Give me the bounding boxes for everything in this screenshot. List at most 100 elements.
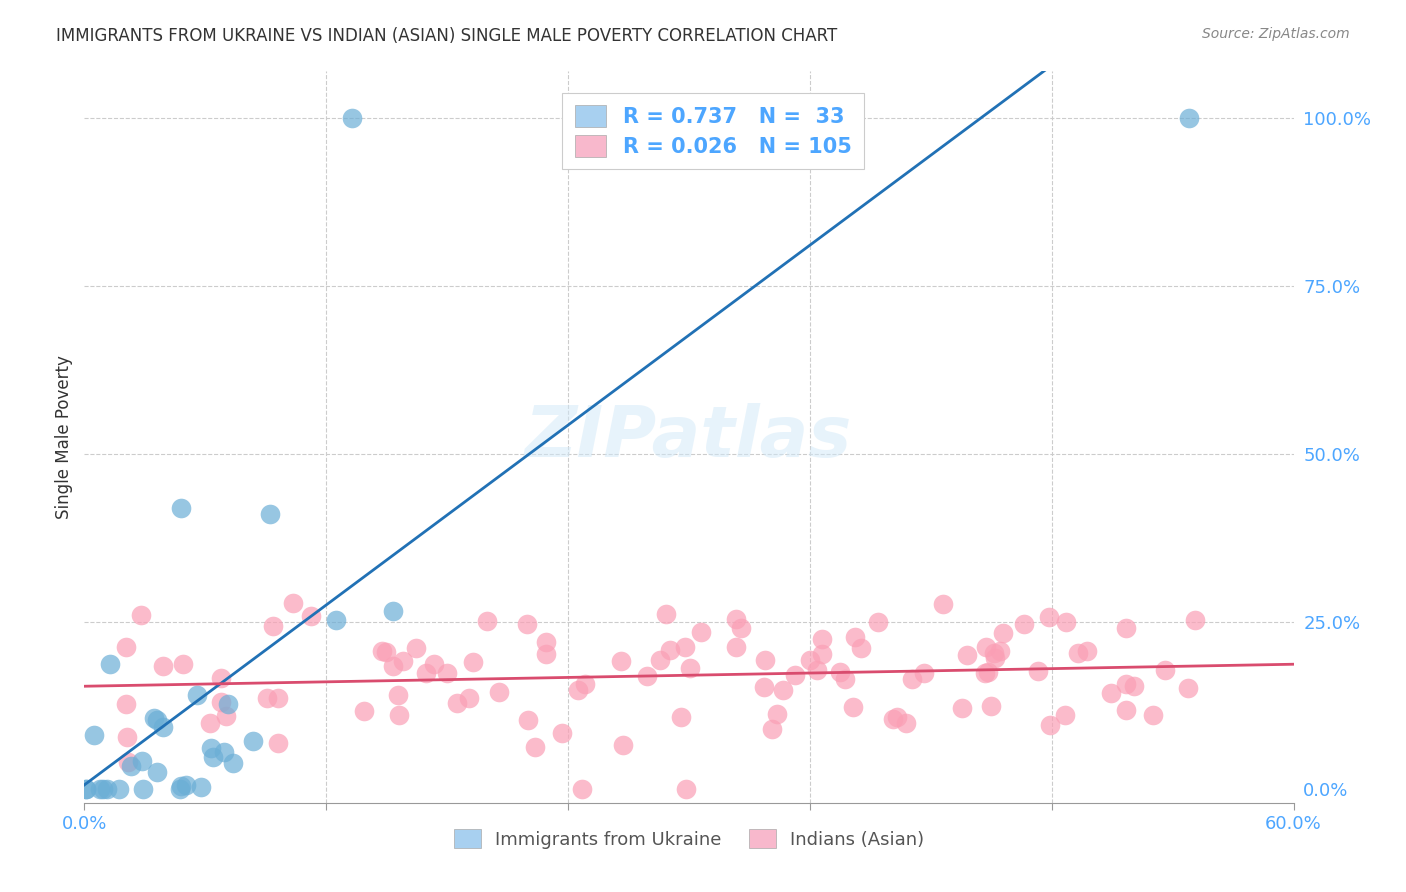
- Point: [830, 665, 852, 679]
- Point: [534, 647, 557, 661]
- Point: [783, 668, 806, 682]
- Point: [1054, 615, 1077, 629]
- Point: [259, 508, 281, 522]
- Y-axis label: Single Male Poverty: Single Male Poverty: [55, 355, 73, 519]
- Point: [169, 782, 191, 797]
- Point: [423, 657, 446, 671]
- Point: [659, 643, 682, 657]
- Point: [574, 677, 596, 691]
- Point: [952, 700, 974, 714]
- Point: [353, 704, 375, 718]
- Point: [415, 665, 437, 680]
- Point: [772, 682, 794, 697]
- Point: [679, 661, 702, 675]
- Point: [979, 699, 1001, 714]
- Point: [120, 759, 142, 773]
- Point: [983, 646, 1005, 660]
- Point: [799, 653, 821, 667]
- Point: [849, 641, 872, 656]
- Point: [1039, 718, 1062, 732]
- Point: [610, 654, 633, 668]
- Point: [115, 697, 138, 711]
- Point: [387, 708, 409, 723]
- Point: [202, 749, 225, 764]
- Point: [131, 754, 153, 768]
- Point: [170, 779, 193, 793]
- Text: IMMIGRANTS FROM UKRAINE VS INDIAN (ASIAN) SINGLE MALE POVERTY CORRELATION CHART: IMMIGRANTS FROM UKRAINE VS INDIAN (ASIAN…: [56, 27, 838, 45]
- Point: [170, 500, 193, 515]
- Point: [811, 632, 834, 646]
- Point: [342, 112, 364, 126]
- Point: [728, 112, 751, 126]
- Point: [834, 672, 856, 686]
- Point: [973, 665, 995, 680]
- Point: [387, 688, 409, 702]
- Point: [882, 712, 904, 726]
- Point: [142, 711, 165, 725]
- Point: [983, 651, 1005, 665]
- Point: [152, 658, 174, 673]
- Point: [152, 720, 174, 734]
- Point: [132, 782, 155, 797]
- Point: [974, 640, 997, 654]
- Point: [1184, 613, 1206, 627]
- Text: ZIPatlas: ZIPatlas: [526, 402, 852, 472]
- Point: [217, 697, 239, 711]
- Point: [724, 612, 747, 626]
- Point: [765, 707, 787, 722]
- Point: [655, 607, 678, 621]
- Point: [98, 657, 121, 672]
- Point: [299, 608, 322, 623]
- Point: [811, 647, 834, 661]
- Point: [146, 765, 169, 780]
- Point: [571, 782, 593, 797]
- Point: [1038, 610, 1060, 624]
- Point: [145, 713, 167, 727]
- Point: [1177, 681, 1199, 695]
- Point: [382, 604, 405, 618]
- Point: [267, 736, 290, 750]
- Point: [174, 778, 197, 792]
- Point: [567, 682, 589, 697]
- Point: [212, 745, 235, 759]
- Point: [534, 635, 557, 649]
- Point: [374, 645, 396, 659]
- Point: [1012, 617, 1035, 632]
- Point: [612, 739, 634, 753]
- Point: [901, 673, 924, 687]
- Point: [551, 725, 574, 739]
- Point: [436, 665, 458, 680]
- Point: [1067, 646, 1090, 660]
- Point: [675, 782, 697, 797]
- Point: [262, 619, 284, 633]
- Point: [931, 597, 953, 611]
- Point: [991, 626, 1014, 640]
- Point: [988, 643, 1011, 657]
- Point: [523, 740, 546, 755]
- Point: [1142, 708, 1164, 723]
- Point: [724, 640, 747, 655]
- Point: [488, 685, 510, 699]
- Point: [83, 728, 105, 742]
- Point: [1115, 703, 1137, 717]
- Point: [209, 695, 232, 709]
- Point: [886, 710, 908, 724]
- Point: [117, 755, 139, 769]
- Point: [256, 691, 278, 706]
- Point: [868, 615, 890, 629]
- Point: [190, 780, 212, 794]
- Point: [461, 655, 484, 669]
- Point: [689, 625, 711, 640]
- Point: [283, 597, 305, 611]
- Point: [1076, 644, 1098, 658]
- Point: [754, 653, 776, 667]
- Point: [96, 782, 118, 797]
- Point: [761, 723, 783, 737]
- Point: [446, 696, 468, 710]
- Point: [1099, 686, 1122, 700]
- Point: [912, 666, 935, 681]
- Point: [209, 671, 232, 685]
- Point: [215, 709, 238, 723]
- Point: [129, 607, 152, 622]
- Point: [1053, 707, 1076, 722]
